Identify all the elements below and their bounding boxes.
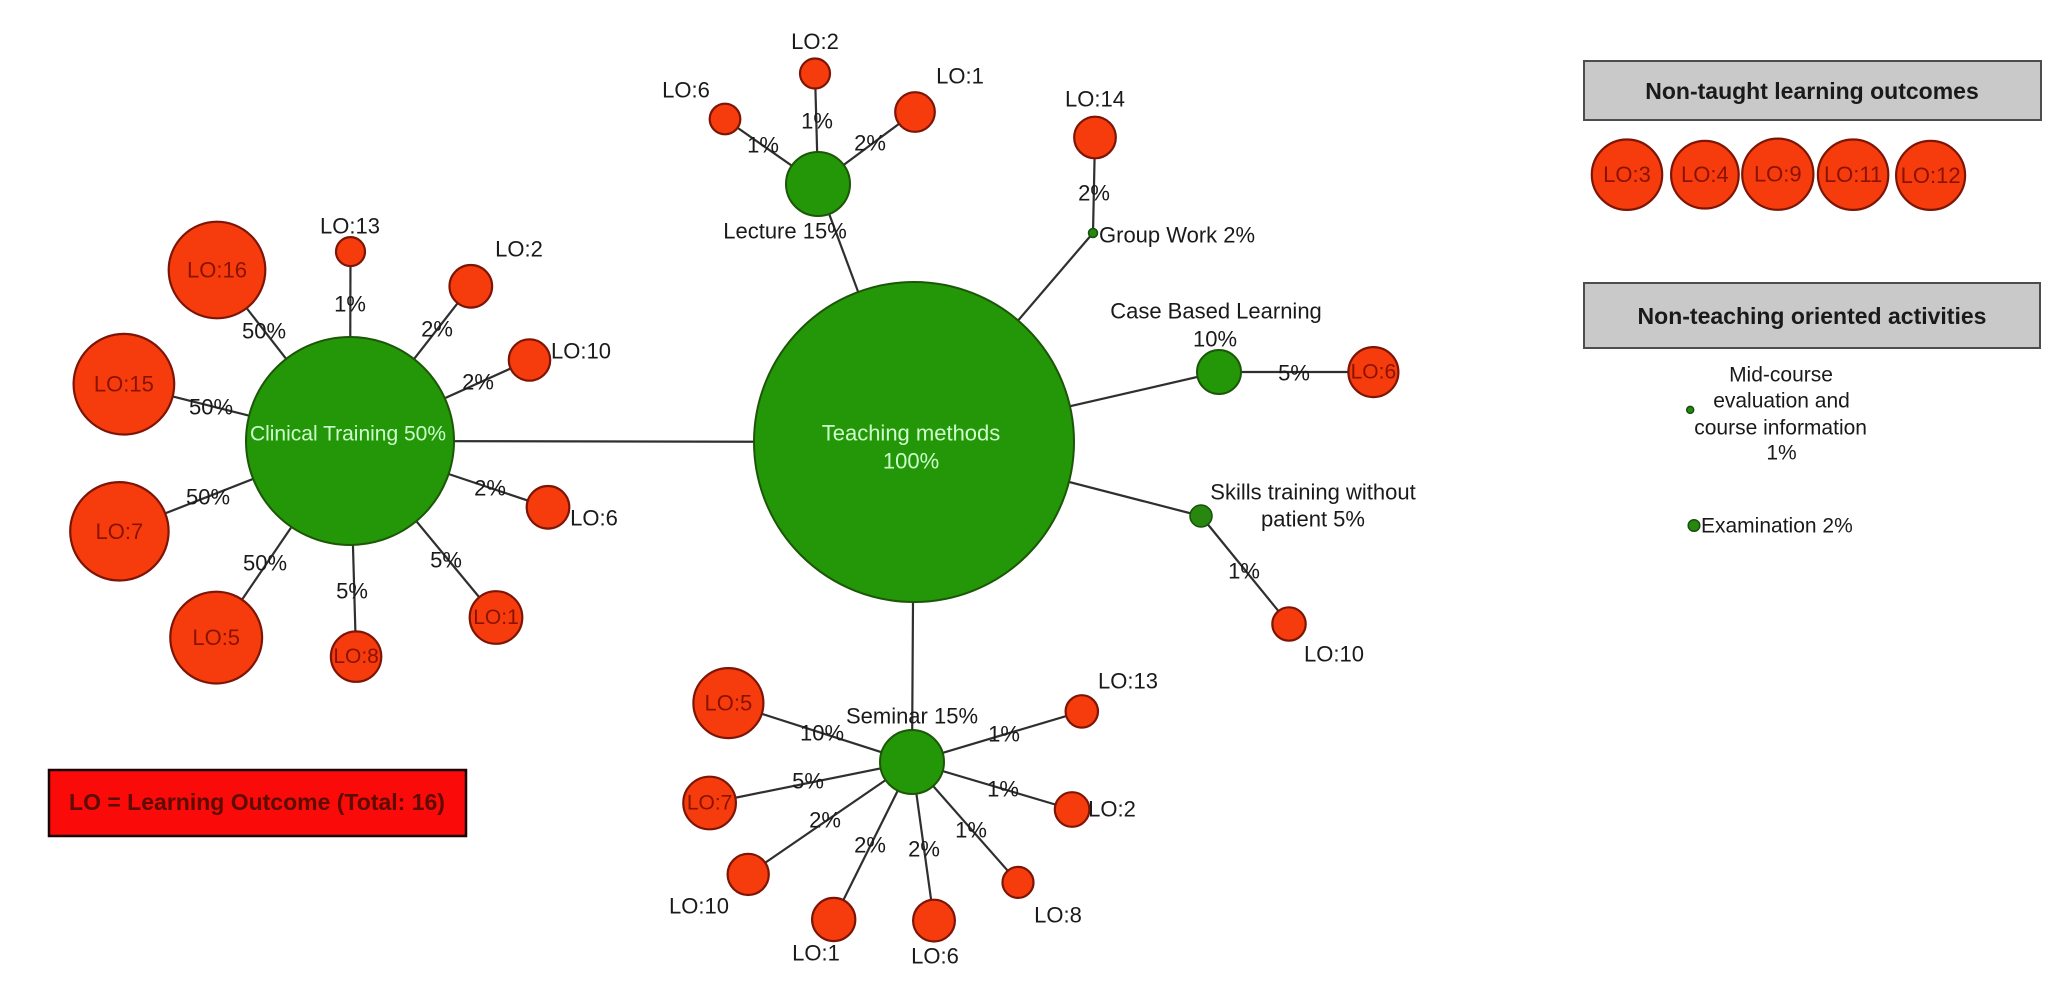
svg-text:LO:1: LO:1: [792, 941, 840, 966]
svg-text:LO:12: LO:12: [1901, 163, 1961, 188]
svg-text:LO = Learning Outcome (Total:: LO = Learning Outcome (Total: 16): [69, 789, 445, 815]
svg-text:2%: 2%: [474, 476, 506, 501]
svg-text:LO:9: LO:9: [1754, 162, 1802, 187]
svg-text:LO:13: LO:13: [1098, 669, 1158, 694]
svg-text:LO:7: LO:7: [687, 792, 733, 815]
svg-text:LO:11: LO:11: [1824, 162, 1882, 187]
svg-text:100%: 100%: [883, 449, 939, 474]
svg-text:Non-taught learning outcomes: Non-taught learning outcomes: [1645, 78, 1979, 104]
svg-text:patient 5%: patient 5%: [1261, 507, 1365, 532]
svg-text:LO:10: LO:10: [551, 339, 611, 364]
svg-text:LO:8: LO:8: [333, 645, 379, 668]
svg-text:1%: 1%: [955, 818, 987, 843]
svg-text:1%: 1%: [1766, 442, 1796, 465]
svg-text:LO:15: LO:15: [94, 372, 154, 397]
svg-text:course information: course information: [1694, 417, 1867, 440]
svg-text:Skills training without: Skills training without: [1210, 480, 1415, 505]
svg-text:Seminar 15%: Seminar 15%: [846, 704, 978, 729]
svg-text:2%: 2%: [462, 370, 494, 395]
svg-text:LO:2: LO:2: [1088, 797, 1136, 822]
svg-text:Examination 2%: Examination 2%: [1701, 515, 1853, 538]
svg-text:1%: 1%: [747, 133, 779, 158]
svg-text:2%: 2%: [809, 808, 841, 833]
svg-text:LO:1: LO:1: [936, 64, 984, 89]
svg-text:2%: 2%: [854, 131, 886, 156]
svg-text:LO:5: LO:5: [192, 625, 240, 650]
svg-text:LO:10: LO:10: [1304, 642, 1364, 667]
svg-text:10%: 10%: [1193, 327, 1237, 352]
svg-text:Lecture 15%: Lecture 15%: [723, 219, 847, 244]
svg-text:1%: 1%: [987, 777, 1019, 802]
svg-text:Case Based Learning: Case Based Learning: [1110, 299, 1322, 324]
svg-text:5%: 5%: [430, 548, 462, 573]
svg-text:2%: 2%: [908, 837, 940, 862]
svg-text:5%: 5%: [336, 579, 368, 604]
svg-text:LO:6: LO:6: [911, 944, 959, 969]
svg-text:LO:1: LO:1: [473, 606, 519, 629]
svg-text:2%: 2%: [1078, 181, 1110, 206]
svg-text:Mid-course: Mid-course: [1729, 364, 1833, 387]
svg-text:50%: 50%: [186, 485, 230, 510]
svg-text:5%: 5%: [1278, 361, 1310, 386]
svg-text:10%: 10%: [800, 721, 844, 746]
svg-text:Teaching methods: Teaching methods: [822, 421, 1001, 446]
svg-text:evaluation and: evaluation and: [1713, 390, 1850, 413]
svg-text:Group Work 2%: Group Work 2%: [1099, 223, 1255, 248]
svg-text:LO:10: LO:10: [669, 894, 729, 919]
svg-text:LO:6: LO:6: [662, 78, 710, 103]
svg-text:LO:2: LO:2: [791, 29, 839, 54]
svg-text:LO:14: LO:14: [1065, 87, 1125, 112]
svg-text:LO:7: LO:7: [96, 519, 144, 544]
svg-text:2%: 2%: [854, 833, 886, 858]
svg-text:LO:3: LO:3: [1603, 162, 1651, 187]
svg-text:LO:4: LO:4: [1681, 162, 1729, 187]
svg-text:Non-teaching oriented activiti: Non-teaching oriented activities: [1638, 303, 1987, 329]
svg-text:2%: 2%: [421, 317, 453, 342]
svg-text:LO:6: LO:6: [570, 506, 618, 531]
svg-text:1%: 1%: [801, 109, 833, 134]
svg-text:1%: 1%: [334, 292, 366, 317]
svg-text:50%: 50%: [242, 319, 286, 344]
svg-text:5%: 5%: [792, 769, 824, 794]
svg-text:LO:13: LO:13: [320, 214, 380, 239]
svg-text:50%: 50%: [189, 395, 233, 420]
svg-text:LO:6: LO:6: [1351, 361, 1397, 384]
svg-text:LO:16: LO:16: [187, 258, 247, 283]
svg-text:1%: 1%: [988, 722, 1020, 747]
svg-text:LO:2: LO:2: [495, 237, 543, 262]
svg-text:Clinical Training 50%: Clinical Training 50%: [250, 423, 446, 446]
svg-text:1%: 1%: [1228, 559, 1260, 584]
svg-text:LO:5: LO:5: [705, 691, 753, 716]
svg-text:50%: 50%: [243, 551, 287, 576]
svg-text:LO:8: LO:8: [1034, 903, 1082, 928]
